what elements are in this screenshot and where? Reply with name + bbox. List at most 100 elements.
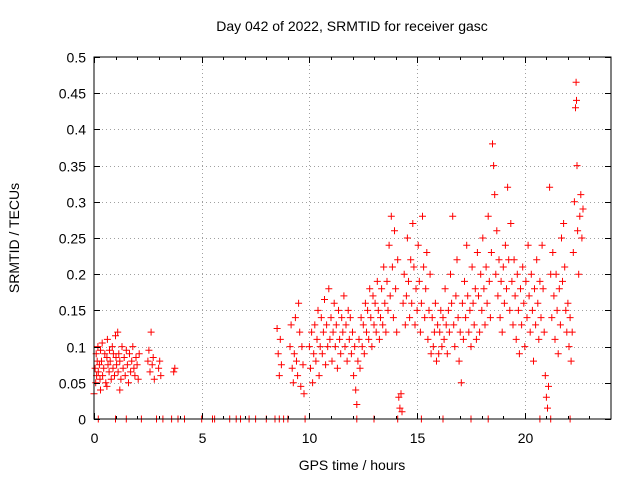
data-point	[322, 361, 330, 369]
data-point	[156, 357, 164, 365]
data-point	[98, 357, 105, 365]
data-point	[289, 379, 297, 387]
data-point	[360, 350, 368, 358]
data-point	[397, 390, 405, 398]
data-point	[371, 299, 379, 307]
data-point	[343, 357, 351, 365]
data-point	[550, 292, 558, 300]
data-point	[566, 314, 574, 322]
data-point	[298, 343, 306, 351]
data-point	[568, 328, 576, 336]
data-point	[101, 350, 109, 358]
data-point	[561, 263, 569, 271]
data-point	[123, 361, 131, 369]
data-point	[375, 335, 383, 343]
data-point	[560, 220, 568, 227]
data-point	[476, 328, 484, 336]
data-point	[359, 321, 367, 329]
data-point	[463, 241, 471, 249]
data-point	[478, 306, 486, 314]
data-point	[541, 372, 549, 380]
data-point	[511, 292, 519, 300]
data-point	[379, 321, 387, 329]
data-point	[114, 328, 122, 336]
data-point	[522, 277, 530, 285]
data-point	[519, 263, 527, 271]
data-point	[94, 368, 102, 376]
data-point	[520, 299, 528, 307]
data-point	[146, 368, 154, 376]
data-point	[564, 299, 572, 307]
data-point	[422, 285, 430, 293]
data-point	[408, 299, 416, 307]
data-point	[317, 314, 325, 322]
data-point	[444, 306, 452, 314]
data-point	[469, 299, 477, 307]
data-point	[332, 321, 340, 329]
data-point	[411, 321, 419, 329]
data-point	[394, 256, 402, 264]
data-point	[307, 364, 314, 372]
data-point	[382, 328, 390, 336]
data-point	[119, 364, 127, 372]
data-point	[294, 372, 302, 380]
data-point	[521, 343, 529, 351]
data-point	[440, 335, 448, 343]
data-point	[526, 328, 534, 336]
data-point	[144, 357, 152, 365]
data-point	[103, 354, 111, 361]
data-point	[112, 354, 120, 361]
data-point	[374, 306, 382, 314]
data-point	[337, 350, 345, 358]
data-point	[389, 314, 397, 322]
y-tick-label: 0.05	[59, 376, 86, 392]
data-point	[275, 372, 283, 380]
data-point	[554, 350, 562, 358]
data-point	[491, 191, 499, 199]
data-point	[546, 183, 554, 191]
data-point	[407, 256, 415, 264]
data-point	[324, 343, 332, 351]
data-point	[403, 234, 411, 242]
data-point	[472, 335, 480, 343]
data-point	[569, 249, 577, 256]
data-point	[370, 321, 378, 329]
data-point	[273, 325, 281, 332]
data-point	[149, 354, 157, 361]
data-point	[462, 314, 470, 322]
data-point	[109, 364, 117, 372]
data-point	[545, 382, 552, 390]
data-point	[483, 299, 491, 307]
y-tick-label: 0	[78, 412, 86, 428]
data-point	[97, 346, 104, 354]
data-point	[577, 191, 585, 199]
data-point	[506, 306, 514, 314]
grid	[94, 57, 611, 419]
axis-ticks: 0 0.05 0.1 0.15 0.2 0.25 0.3 0.35 0.4 0.45 0.5 0 5 10…	[59, 50, 611, 446]
data-point	[489, 140, 496, 148]
data-point	[449, 212, 457, 220]
data-point	[531, 285, 538, 293]
data-point	[431, 299, 439, 307]
data-point	[471, 285, 479, 293]
data-point	[420, 263, 428, 271]
data-point	[475, 292, 482, 300]
data-point	[439, 314, 447, 322]
data-point	[108, 343, 116, 351]
data-point	[575, 270, 583, 278]
data-point	[333, 364, 341, 372]
data-point	[130, 364, 138, 372]
data-point	[338, 314, 346, 322]
data-point	[106, 346, 113, 354]
data-point	[328, 357, 336, 365]
data-point	[274, 350, 282, 358]
data-point	[470, 321, 478, 329]
data-point	[532, 321, 540, 329]
data-point	[299, 361, 307, 369]
data-point	[132, 354, 140, 361]
data-point	[426, 270, 434, 278]
data-point	[412, 285, 420, 293]
data-point	[296, 328, 304, 336]
data-point	[514, 306, 522, 314]
data-point	[145, 346, 153, 354]
